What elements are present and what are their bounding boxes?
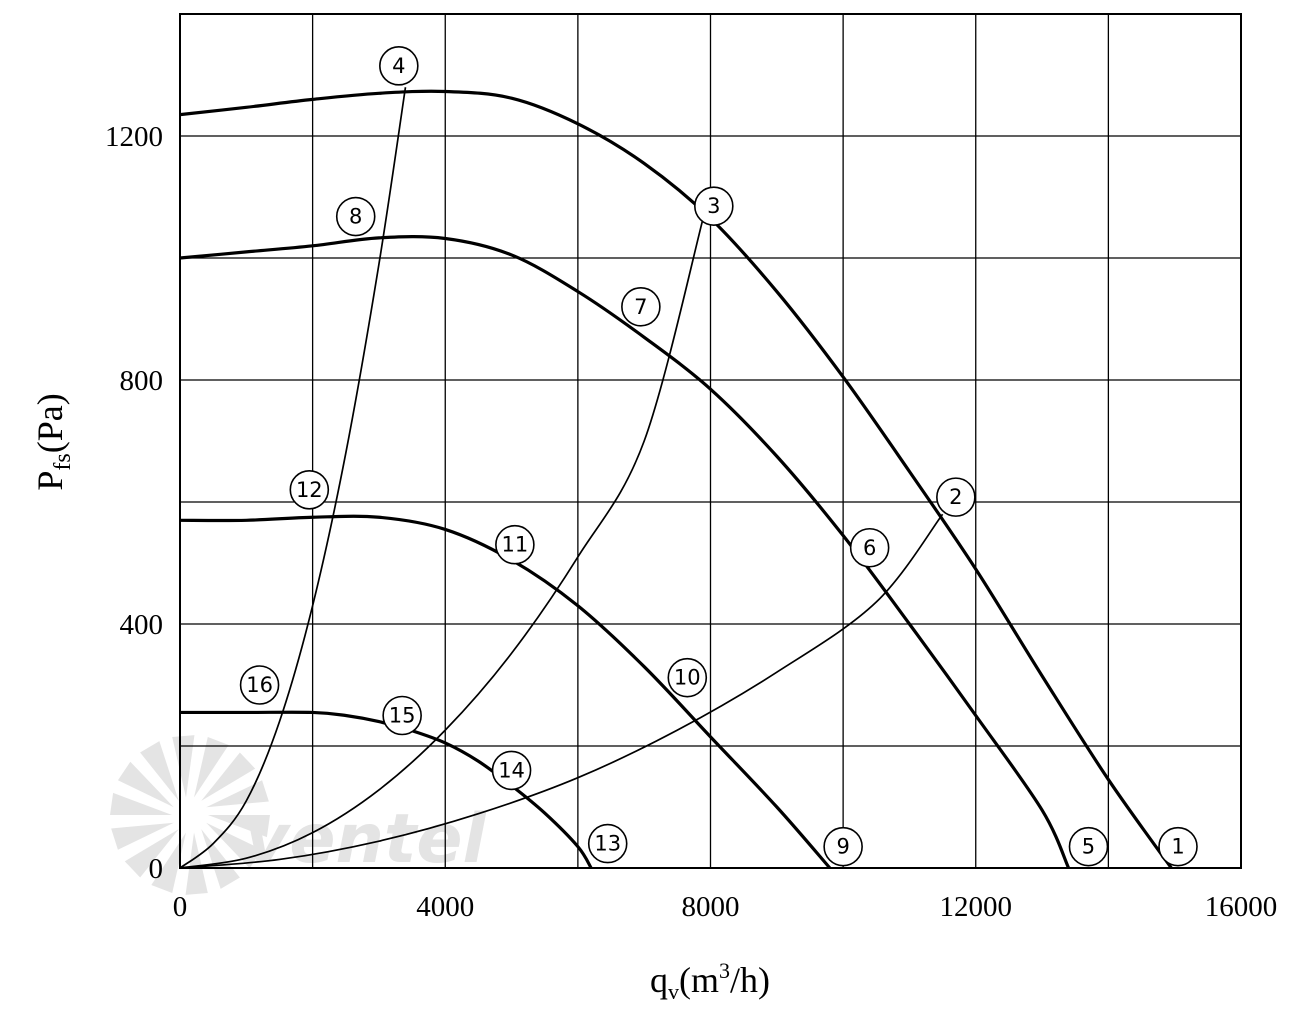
marker-3: 3 bbox=[694, 186, 734, 226]
x-tick-labels: 0 4000 8000 12000 16000 bbox=[173, 891, 1278, 923]
y-axis-label-rest: (Pa) bbox=[30, 393, 70, 453]
marker-label: 10 bbox=[674, 666, 701, 690]
marker-15: 15 bbox=[382, 695, 422, 736]
watermark-fan-blade bbox=[172, 735, 195, 798]
marker-label: 3 bbox=[707, 194, 720, 218]
watermark-fan-blade bbox=[110, 792, 172, 815]
marker-circle bbox=[621, 286, 661, 327]
marker-circle bbox=[335, 196, 376, 237]
marker-circle bbox=[382, 695, 422, 736]
fan-curve-1 bbox=[179, 89, 1173, 869]
y-axis-label-sub: fs bbox=[50, 453, 76, 470]
system-curve-2 bbox=[179, 513, 944, 869]
watermark-fan-blade bbox=[194, 737, 229, 798]
fan-curve-5 bbox=[179, 235, 1071, 869]
marker-label: 11 bbox=[502, 533, 529, 557]
marker-label: 6 bbox=[863, 536, 876, 560]
marker-label: 14 bbox=[498, 758, 525, 782]
marker-label: 12 bbox=[296, 478, 323, 502]
watermark-fan-blade bbox=[117, 761, 174, 808]
marker-1: 1 bbox=[1158, 826, 1198, 867]
watermark-fan-blade bbox=[140, 741, 179, 801]
watermark-fan-blade bbox=[185, 832, 208, 895]
grid-lines bbox=[179, 13, 1242, 869]
marker-4: 4 bbox=[379, 46, 419, 86]
marker-5: 5 bbox=[1068, 826, 1109, 867]
watermark-fan-blade bbox=[124, 829, 179, 878]
marker-label: 9 bbox=[836, 835, 849, 859]
marker-label: 4 bbox=[392, 54, 405, 78]
marker-label: 1 bbox=[1171, 835, 1184, 859]
y-tick-label: 1200 bbox=[105, 121, 163, 153]
marker-8: 8 bbox=[335, 196, 376, 237]
x-tick-label: 16000 bbox=[1205, 891, 1278, 923]
marker-circle bbox=[379, 46, 419, 86]
marker-circle bbox=[823, 826, 863, 867]
x-axis-label-sub: v bbox=[668, 979, 679, 1004]
watermark-wordmark: ventel bbox=[245, 800, 487, 879]
marker-16: 16 bbox=[239, 665, 280, 705]
y-tick-label: 800 bbox=[120, 365, 164, 397]
marker-label: 2 bbox=[949, 485, 962, 509]
marker-label: 7 bbox=[634, 295, 647, 319]
y-axis-label: Pfs(Pa) bbox=[30, 393, 76, 490]
x-axis-label: qv(m3/h) bbox=[650, 958, 770, 1004]
marker-13: 13 bbox=[587, 823, 628, 864]
x-tick-label: 12000 bbox=[940, 891, 1013, 923]
x-axis-label-sup: 3 bbox=[719, 958, 730, 983]
marker-circle bbox=[849, 527, 890, 568]
system-curve-4 bbox=[179, 87, 407, 869]
curves-layer bbox=[179, 87, 1173, 870]
marker-circle bbox=[587, 823, 628, 864]
marker-10: 10 bbox=[667, 657, 708, 698]
marker-label: 8 bbox=[349, 205, 362, 229]
marker-label: 15 bbox=[389, 704, 416, 728]
marker-circle bbox=[1068, 826, 1109, 867]
x-tick-label: 4000 bbox=[416, 891, 474, 923]
y-axis-label-main: P bbox=[30, 471, 70, 491]
marker-label: 5 bbox=[1082, 835, 1095, 859]
x-tick-label: 0 bbox=[173, 891, 188, 923]
marker-circle bbox=[289, 469, 330, 510]
marker-circle bbox=[694, 186, 734, 226]
marker-7: 7 bbox=[621, 286, 661, 327]
marker-circle bbox=[239, 665, 280, 705]
watermark-fan-blade bbox=[151, 832, 186, 893]
watermark-logo: ventel bbox=[110, 735, 487, 895]
marker-label: 13 bbox=[594, 832, 621, 856]
x-axis-label-main: q bbox=[650, 960, 668, 1000]
marker-6: 6 bbox=[849, 527, 890, 568]
x-axis-label-end: /h) bbox=[730, 960, 770, 1000]
watermark-fan-blade bbox=[201, 829, 240, 889]
y-tick-label: 400 bbox=[120, 609, 164, 641]
marker-circle bbox=[667, 657, 708, 698]
watermark-fan-blade bbox=[208, 815, 270, 838]
marker-circle bbox=[1158, 826, 1198, 867]
watermark-fan-blade bbox=[201, 752, 256, 801]
x-tick-label: 8000 bbox=[682, 891, 740, 923]
marker-14: 14 bbox=[491, 750, 532, 791]
marker-12: 12 bbox=[289, 469, 330, 510]
marker-11: 11 bbox=[495, 524, 535, 565]
marker-2: 2 bbox=[936, 477, 976, 517]
watermark-fan-blade bbox=[111, 822, 174, 850]
y-tick-labels: 0 400 800 1200 bbox=[105, 121, 163, 885]
marker-circle bbox=[491, 750, 532, 791]
system-curve-3 bbox=[179, 215, 705, 869]
y-tick-label: 0 bbox=[149, 853, 164, 885]
marker-circle bbox=[936, 477, 976, 517]
marker-circle bbox=[495, 524, 535, 565]
x-axis-label-rest: (m bbox=[679, 960, 719, 1000]
marker-label: 16 bbox=[246, 673, 273, 697]
fan-curve-13 bbox=[180, 710, 593, 869]
marker-9: 9 bbox=[823, 826, 863, 867]
